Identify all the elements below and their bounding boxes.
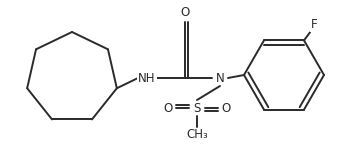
Text: O: O: [221, 102, 231, 114]
Text: F: F: [311, 18, 317, 31]
Text: S: S: [193, 102, 201, 114]
Text: O: O: [180, 6, 190, 20]
Text: N: N: [216, 72, 224, 84]
Text: O: O: [163, 102, 173, 114]
Text: NH: NH: [138, 72, 156, 84]
Text: CH₃: CH₃: [186, 129, 208, 141]
